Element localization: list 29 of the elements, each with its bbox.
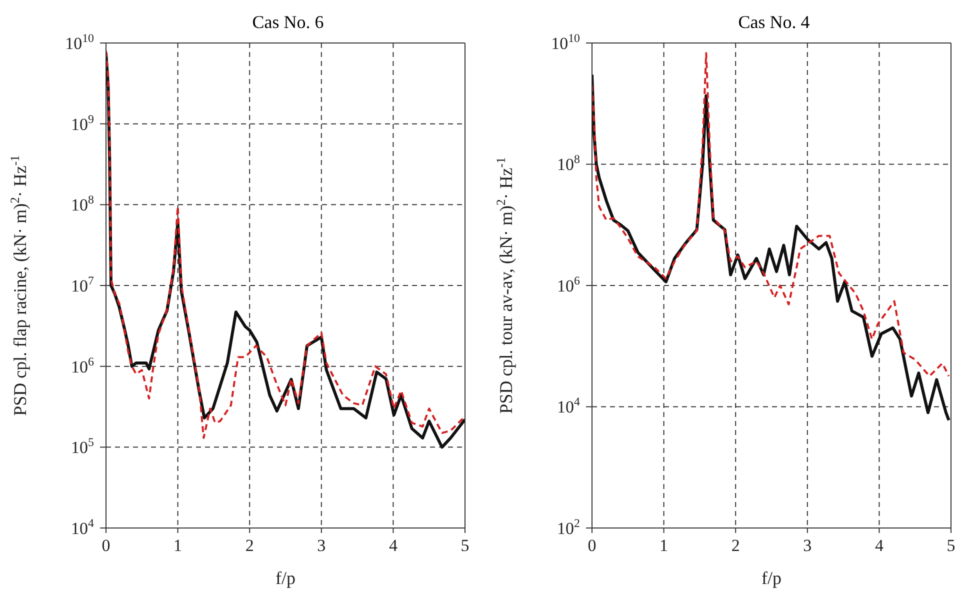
chart-title: Cas No. 4: [737, 12, 811, 33]
y-tick-label: 10$^{10}$: [65, 30, 94, 53]
y-tick-label: 10$^{8}$: [557, 152, 580, 174]
line-series: [592, 52, 950, 378]
y-tick-label: 10$^{2}$: [557, 516, 580, 538]
x-axis-title: f/p: [762, 568, 782, 588]
x-tick-label: 4: [388, 536, 398, 555]
y-tick-label: 10$^{6}$: [557, 273, 580, 296]
x-tick-label: 3: [803, 536, 812, 555]
x-axis-title: f/p: [276, 568, 296, 588]
y-tick-label: 10$^{4}$: [557, 394, 580, 417]
x-tick-label: 0: [102, 536, 110, 555]
y-tick-label: 10$^{9}$: [71, 112, 94, 134]
x-tick-label: 1: [660, 536, 668, 555]
chart-title: Cas No. 6: [251, 12, 325, 33]
y-tick-label: 10$^{10}$: [551, 30, 580, 53]
x-tick-label: 5: [946, 536, 956, 555]
x-tick-label: 0: [588, 536, 596, 555]
x-tick-label: 3: [317, 536, 326, 555]
x-tick-label: 1: [174, 536, 182, 555]
y-tick-label: 10$^{7}$: [71, 273, 94, 296]
y-tick-label: 10$^{8}$: [71, 192, 94, 215]
x-tick-label: 2: [731, 536, 740, 555]
y-tick-label: 10$^{4}$: [71, 516, 94, 538]
x-tick-label: 4: [874, 536, 884, 555]
x-tick-label: 5: [460, 536, 470, 555]
y-tick-label: 10$^{5}$: [71, 435, 94, 458]
y-tick-label: 10$^{6}$: [71, 354, 94, 376]
x-tick-label: 2: [245, 536, 254, 555]
